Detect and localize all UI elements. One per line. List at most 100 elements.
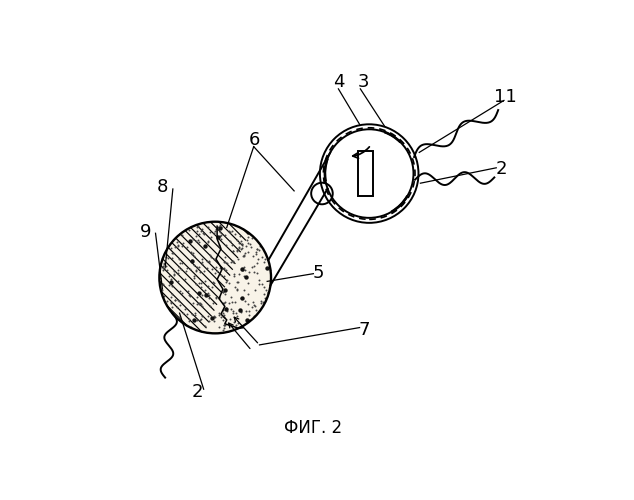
Point: [161, 262, 171, 270]
Point: [228, 258, 238, 266]
Point: [200, 277, 210, 285]
Point: [236, 266, 247, 274]
Point: [209, 229, 219, 237]
Point: [195, 279, 205, 287]
Point: [219, 298, 229, 306]
Point: [188, 256, 198, 264]
Point: [210, 313, 220, 321]
Point: [195, 268, 205, 276]
Point: [159, 259, 169, 267]
Point: [219, 298, 230, 306]
Point: [247, 304, 257, 312]
Point: [205, 251, 216, 259]
Point: [201, 291, 211, 299]
Text: 4: 4: [333, 73, 344, 91]
Point: [231, 322, 242, 330]
Point: [236, 308, 246, 316]
Point: [211, 294, 221, 302]
Point: [240, 252, 250, 260]
Point: [226, 304, 236, 312]
Point: [223, 276, 233, 284]
Point: [158, 280, 168, 288]
Point: [214, 294, 224, 302]
Point: [227, 241, 237, 249]
Point: [179, 274, 190, 282]
Point: [233, 278, 243, 286]
Point: [215, 224, 225, 232]
Point: [224, 279, 234, 287]
Point: [236, 294, 246, 302]
Point: [170, 296, 180, 304]
Point: [211, 293, 221, 301]
Point: [162, 297, 172, 305]
Point: [170, 296, 180, 304]
Point: [249, 262, 259, 270]
Point: [230, 284, 240, 292]
Text: 3: 3: [358, 73, 369, 91]
Point: [204, 294, 214, 302]
Point: [220, 253, 230, 261]
Point: [176, 266, 186, 274]
Point: [216, 272, 226, 280]
Point: [226, 298, 236, 306]
Point: [173, 241, 183, 249]
Point: [232, 284, 242, 292]
Point: [260, 256, 270, 264]
Point: [243, 300, 254, 308]
Point: [181, 268, 191, 276]
Point: [185, 292, 195, 300]
Point: [254, 242, 264, 250]
Point: [252, 260, 262, 268]
Point: [237, 244, 247, 252]
Point: [247, 298, 257, 306]
Point: [236, 237, 246, 245]
Point: [203, 282, 213, 290]
Point: [191, 293, 202, 301]
Point: [202, 258, 212, 266]
Point: [184, 265, 195, 273]
Point: [213, 223, 223, 231]
Point: [228, 247, 238, 255]
Point: [203, 237, 213, 245]
Point: [231, 246, 242, 254]
Point: [173, 266, 183, 274]
Point: [234, 238, 244, 246]
Text: 5: 5: [313, 264, 324, 281]
Point: [251, 250, 261, 258]
Point: [196, 300, 206, 308]
Point: [174, 256, 184, 264]
Text: 11: 11: [494, 88, 517, 106]
Point: [229, 270, 239, 278]
Point: [257, 280, 268, 287]
Point: [243, 238, 253, 246]
Point: [214, 308, 224, 316]
Point: [158, 260, 169, 268]
Point: [210, 270, 220, 278]
Point: [243, 290, 253, 298]
Point: [219, 258, 230, 266]
Point: [236, 240, 247, 248]
Point: [207, 284, 217, 292]
Point: [155, 274, 165, 282]
Point: [244, 316, 254, 324]
Point: [169, 270, 179, 278]
Point: [193, 236, 204, 244]
Point: [224, 228, 235, 235]
Point: [208, 278, 218, 286]
Point: [179, 305, 190, 313]
Point: [197, 258, 207, 266]
Point: [167, 254, 177, 262]
Point: [167, 248, 177, 256]
Point: [197, 260, 207, 268]
Point: [196, 282, 206, 290]
Point: [220, 230, 230, 238]
Point: [178, 231, 188, 239]
Point: [200, 242, 210, 250]
Point: [173, 277, 183, 285]
Point: [224, 299, 235, 307]
Point: [228, 257, 238, 265]
Point: [232, 286, 242, 294]
Point: [222, 259, 232, 267]
Point: [204, 258, 214, 266]
Point: [219, 324, 229, 332]
